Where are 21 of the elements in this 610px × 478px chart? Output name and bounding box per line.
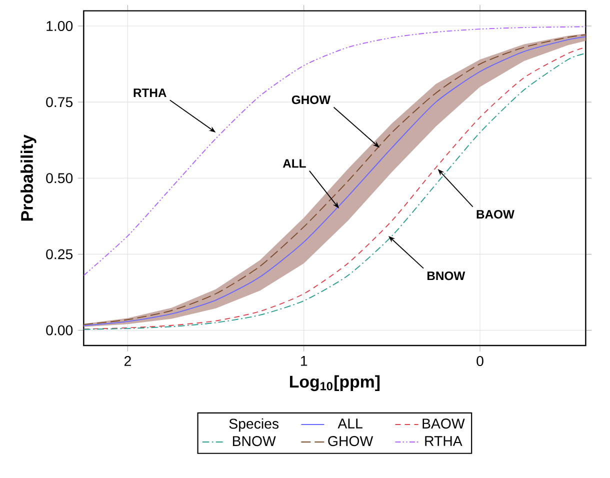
legend-label: BNOW [232, 436, 276, 446]
x-tick-label: 1 [301, 356, 308, 366]
y-tick-label: 0.50 [46, 173, 73, 184]
y-axis-title: Probability [20, 134, 36, 221]
x-tick-label: 2 [124, 356, 131, 366]
annotation: GHOW [292, 96, 331, 104]
annotation: RTHA [134, 88, 166, 98]
legend-label: BAOW [422, 418, 465, 429]
y-tick-label: 0.25 [46, 249, 73, 260]
y-tick-label: 0.00 [46, 325, 73, 336]
legend-label: GHOW [328, 436, 374, 446]
annotation: ALL [282, 159, 306, 168]
legend-label: ALL [338, 418, 362, 428]
y-tick-label: 1.00 [46, 21, 73, 32]
x-tick-label: 0 [476, 356, 484, 366]
legend-title: Species [229, 418, 279, 432]
annotation: BNOW [427, 272, 466, 280]
y-tick-label: 0.75 [46, 97, 73, 108]
annotation: BAOW [476, 210, 514, 219]
x-axis-title: Log$_{10}$[ppm] [290, 375, 380, 392]
legend-label: RTHA [425, 436, 462, 446]
